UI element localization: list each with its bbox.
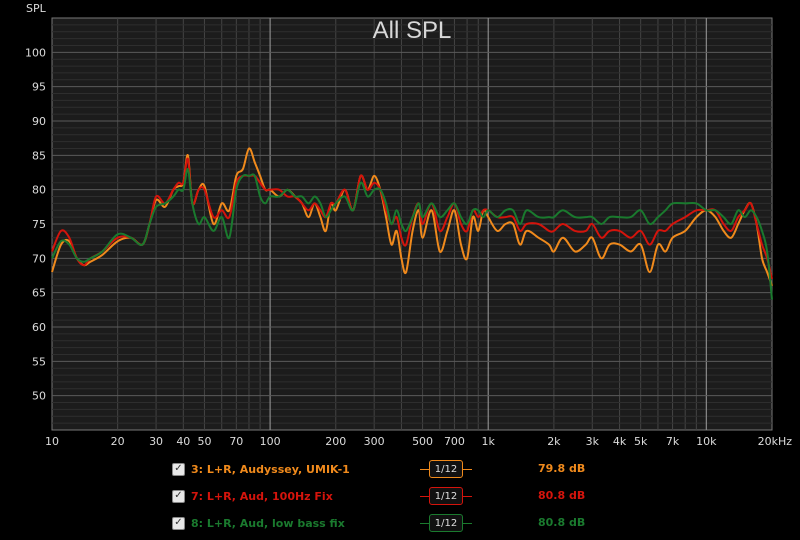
x-tick-label: 20 [111, 435, 125, 448]
x-tick-label: 300 [364, 435, 385, 448]
x-tick-label: 5k [634, 435, 648, 448]
y-tick-label: 100 [25, 46, 46, 59]
checkbox-icon[interactable]: ✓ [172, 489, 185, 503]
y-tick-label: 95 [32, 81, 46, 94]
legend-value: 80.8 dB [538, 516, 586, 529]
checkbox-icon[interactable]: ✓ [172, 516, 185, 530]
x-tick-label: 7k [666, 435, 680, 448]
series-layer [51, 147, 773, 300]
chart-title: All SPL [373, 17, 452, 44]
smoothing-control[interactable]: 1/12 [420, 460, 472, 478]
x-tick-label: 70 [229, 435, 243, 448]
legend-entry-7[interactable]: ✓ 7: L+R, Aud, 100Hz Fix [172, 487, 421, 505]
x-tick-label: 100 [260, 435, 281, 448]
y-tick-labels: 50 55 60 65 70 75 80 85 90 95 100 [25, 46, 46, 402]
x-tick-label: 40 [176, 435, 190, 448]
smoothing-control[interactable]: 1/12 [420, 514, 472, 532]
checkbox-icon[interactable]: ✓ [172, 462, 185, 476]
x-tick-label: 30 [149, 435, 163, 448]
y-tick-label: 70 [32, 252, 46, 265]
series-line-1 [51, 147, 773, 287]
x-tick-label: 10k [696, 435, 717, 448]
y-tick-label: 85 [32, 149, 46, 162]
x-tick-label: 10 [45, 435, 59, 448]
x-tick-label: 200 [325, 435, 346, 448]
smoothing-control[interactable]: 1/12 [420, 487, 472, 505]
legend-label: 7: L+R, Aud, 100Hz Fix [191, 489, 333, 503]
smoothing-numerator: 1 [434, 517, 442, 529]
y-tick-label: 75 [32, 218, 46, 231]
smoothing-denominator: 12 [444, 517, 458, 529]
legend-label: 8: L+R, Aud, low bass fix [191, 516, 345, 530]
y-tick-label: 80 [32, 184, 46, 197]
y-tick-label: 50 [32, 390, 46, 403]
x-tick-label: 3k [586, 435, 600, 448]
y-tick-label: 90 [32, 115, 46, 128]
x-tick-label: 50 [197, 435, 211, 448]
smoothing-denominator: 12 [444, 490, 458, 502]
x-tick-label: 2k [547, 435, 561, 448]
legend-label: 3: L+R, Audyssey, UMIK-1 [191, 462, 350, 476]
legend-value: 80.8 dB [538, 489, 586, 502]
x-tick-label: 700 [444, 435, 465, 448]
x-tick-label: 20kHz [758, 435, 793, 448]
x-tick-label: 4k [613, 435, 627, 448]
y-tick-label: 65 [32, 287, 46, 300]
series-line-2 [51, 157, 773, 280]
smoothing-denominator: 12 [444, 463, 458, 475]
smoothing-numerator: 1 [434, 490, 442, 502]
legend-entry-3[interactable]: ✓ 3: L+R, Audyssey, UMIK-1 [172, 460, 421, 478]
x-tick-label: 1k [482, 435, 496, 448]
smoothing-numerator: 1 [434, 463, 442, 475]
y-tick-label: 55 [32, 355, 46, 368]
y-tick-label: 60 [32, 321, 46, 334]
x-tick-labels: 10 20 30 40 50 70 100 200 300 500 700 1k 2k 3k 4k 5k 7k 1… [45, 435, 792, 448]
legend-value: 79.8 dB [538, 462, 586, 475]
series-line-3 [51, 168, 773, 300]
legend-entry-8[interactable]: ✓ 8: L+R, Aud, low bass fix [172, 514, 421, 532]
y-axis-label: SPL [26, 2, 47, 15]
x-tick-label: 500 [412, 435, 433, 448]
